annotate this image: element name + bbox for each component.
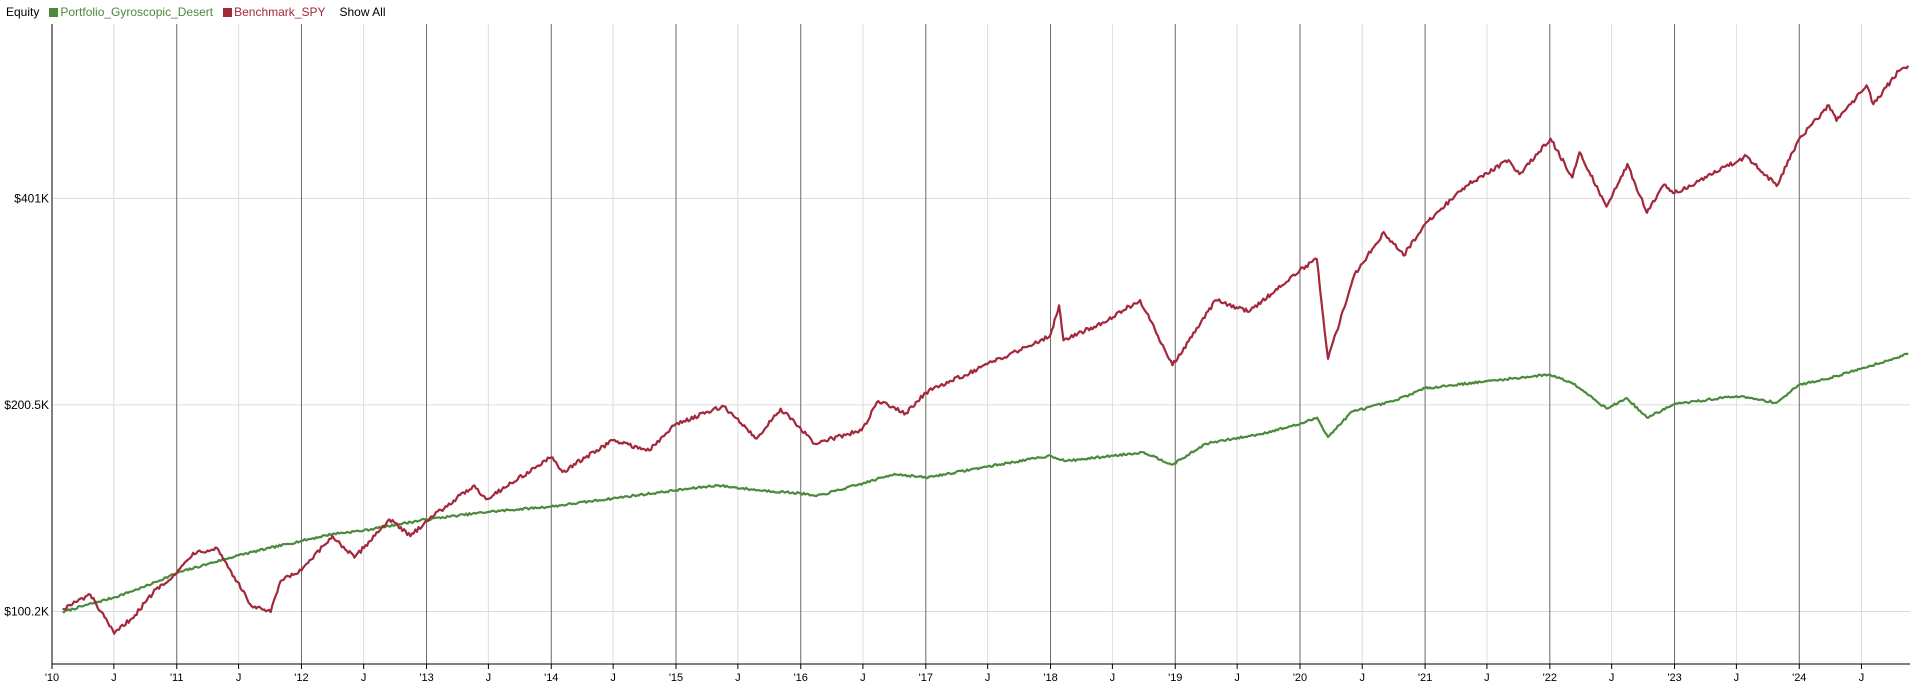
x-tick-label-19: J xyxy=(1234,672,1240,684)
x-tick-label-10: '15 xyxy=(669,672,683,684)
x-tick-label-9: J xyxy=(610,672,616,684)
x-tick-label-12: '16 xyxy=(794,672,808,684)
y-tick-label-0: $100.2K xyxy=(4,604,49,618)
x-tick-label-0: '10 xyxy=(45,672,59,684)
series-layer xyxy=(62,65,1910,635)
chart-title: Equity xyxy=(6,5,40,19)
x-tick-label-16: '18 xyxy=(1043,672,1057,684)
grid-layer xyxy=(51,24,1910,664)
legend-label-benchmark: Benchmark_SPY xyxy=(234,5,326,19)
x-tick-label-18: '19 xyxy=(1168,672,1182,684)
x-tick-label-1: J xyxy=(111,672,117,684)
x-tick-label-4: '12 xyxy=(294,672,308,684)
x-tick-label-17: J xyxy=(1110,672,1116,684)
x-tick-label-21: J xyxy=(1359,672,1365,684)
x-tick-label-29: J xyxy=(1859,672,1865,684)
x-tick-label-24: '22 xyxy=(1543,672,1557,684)
x-tick-label-25: J xyxy=(1609,672,1615,684)
y-tick-label-2: $401K xyxy=(14,191,49,205)
legend-swatch-portfolio xyxy=(49,7,59,17)
x-tick-label-26: '23 xyxy=(1667,672,1681,684)
x-tick-label-11: J xyxy=(735,672,741,684)
x-tick-label-5: J xyxy=(361,672,367,684)
x-tick-label-2: '11 xyxy=(170,672,184,684)
y-tick-label-1: $200.5K xyxy=(4,398,49,412)
series-line-portfolio xyxy=(62,352,1909,614)
x-tick-label-22: '21 xyxy=(1418,672,1432,684)
chart-legend: Equity Portfolio_Gyroscopic_Desert Bench… xyxy=(6,4,386,20)
legend-label-portfolio: Portfolio_Gyroscopic_Desert xyxy=(60,5,214,19)
x-tick-label-8: '14 xyxy=(544,672,558,684)
x-tick-label-6: '13 xyxy=(419,672,433,684)
legend-item-portfolio[interactable]: Portfolio_Gyroscopic_Desert xyxy=(49,5,213,19)
axes-layer: $100.2K $200.5K $401K '10 J '11 J '12 J '13 J '14 J '… xyxy=(4,24,1910,684)
x-tick-label-14: '17 xyxy=(919,672,933,684)
x-tick-label-3: J xyxy=(236,672,242,684)
series-line-benchmark xyxy=(62,65,1910,635)
x-tick-label-13: J xyxy=(860,672,866,684)
x-tick-label-15: J xyxy=(985,672,991,684)
x-tick-label-23: J xyxy=(1484,672,1490,684)
x-tick-label-27: J xyxy=(1734,672,1740,684)
legend-item-benchmark[interactable]: Benchmark_SPY xyxy=(223,5,325,19)
show-all-link[interactable]: Show All xyxy=(339,5,386,19)
x-tick-label-7: J xyxy=(486,672,492,684)
x-tick-label-20: '20 xyxy=(1293,672,1307,684)
legend-swatch-benchmark xyxy=(223,7,233,17)
x-tick-label-28: '24 xyxy=(1792,672,1806,684)
